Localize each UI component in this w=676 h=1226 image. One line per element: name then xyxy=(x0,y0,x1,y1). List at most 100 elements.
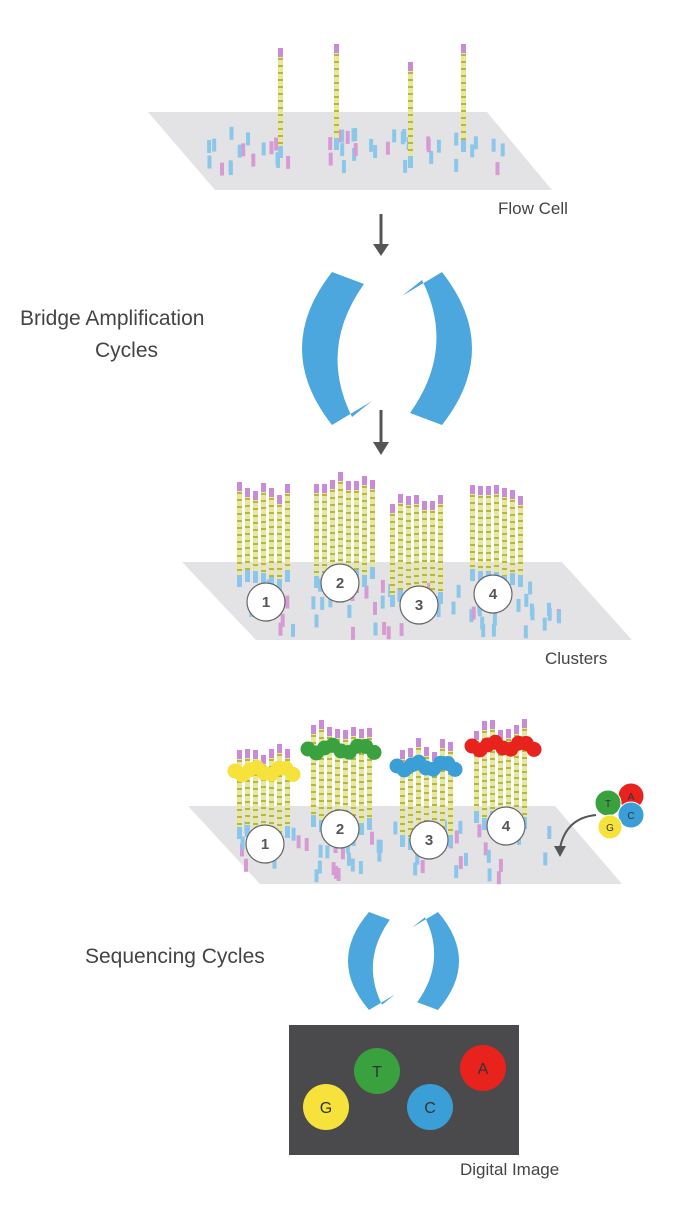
strand-cap xyxy=(406,496,411,505)
strand-base xyxy=(398,525,403,527)
strand-base xyxy=(334,124,339,126)
strand-base xyxy=(510,507,515,509)
strand-base xyxy=(438,589,443,591)
strand-base xyxy=(354,554,359,556)
surface-probe xyxy=(542,617,547,631)
strand-base xyxy=(422,581,427,583)
strand-base xyxy=(278,58,283,60)
strand-base xyxy=(430,581,435,583)
flow-cell-plate xyxy=(148,112,552,190)
bridge-cycle-arrows xyxy=(302,272,472,425)
surface-probe xyxy=(486,849,491,863)
dye-blob xyxy=(464,734,542,758)
strand-base xyxy=(408,142,413,144)
strand-base xyxy=(430,532,435,534)
surface-probe xyxy=(246,132,250,146)
strand-base xyxy=(277,533,282,535)
strand-base xyxy=(482,815,487,817)
strand-body xyxy=(416,738,421,841)
dye-blob xyxy=(300,737,382,761)
strand-anchor xyxy=(285,570,290,582)
strand-base xyxy=(430,588,435,590)
dna-strand xyxy=(518,496,523,587)
dye-dot xyxy=(526,741,542,757)
strand-base xyxy=(416,804,421,806)
strand-base xyxy=(502,561,507,563)
strand-base xyxy=(319,807,324,809)
strand-base xyxy=(335,788,340,790)
strand-base xyxy=(311,770,316,772)
strand-base xyxy=(253,522,258,524)
strand-base xyxy=(398,560,403,562)
strand-base xyxy=(253,557,258,559)
strand-base xyxy=(327,758,332,760)
surface-probe xyxy=(358,861,363,875)
strand-base xyxy=(269,512,274,514)
strand-base xyxy=(354,519,359,521)
surface-probe xyxy=(373,622,378,636)
image-dot-t: T xyxy=(354,1048,400,1094)
strand-base xyxy=(408,779,413,781)
strand-base xyxy=(400,795,405,797)
strand-base xyxy=(470,544,475,546)
strand-base xyxy=(414,526,419,528)
strand-base xyxy=(362,556,367,558)
strand-anchor xyxy=(400,835,405,847)
strand-base xyxy=(285,822,290,824)
strand-base xyxy=(245,526,250,528)
sequencing-cycles-label: Sequencing Cycles xyxy=(85,945,265,968)
surface-probe xyxy=(547,607,552,621)
strand-base xyxy=(269,561,274,563)
strand-base xyxy=(440,812,445,814)
strand-base xyxy=(482,794,487,796)
strand-base xyxy=(338,489,343,491)
strand-base xyxy=(253,809,258,811)
strand-base xyxy=(346,512,351,514)
strand-base xyxy=(277,803,282,805)
strand-base xyxy=(432,811,437,813)
strand-cap xyxy=(470,485,475,494)
dna-strand xyxy=(470,485,475,581)
surface-probe xyxy=(399,623,404,637)
surface-probe xyxy=(413,862,418,876)
strand-base xyxy=(408,814,413,816)
dna-strand xyxy=(311,725,316,827)
surface-probe xyxy=(523,625,528,639)
strand-base xyxy=(461,68,466,70)
strand-base xyxy=(390,528,395,530)
surface-probe xyxy=(347,604,352,618)
strand-base xyxy=(506,781,511,783)
strand-base xyxy=(330,497,335,499)
strand-base xyxy=(490,779,495,781)
strand-base xyxy=(269,787,274,789)
strand-base xyxy=(277,540,282,542)
dye-dot xyxy=(285,766,301,782)
strand-base xyxy=(237,520,242,522)
strand-base xyxy=(362,528,367,530)
strand-body xyxy=(245,749,250,837)
strand-cap xyxy=(518,496,523,505)
dna-strand xyxy=(522,719,527,829)
strand-base xyxy=(430,525,435,527)
strand-cap xyxy=(424,747,429,756)
strand-base xyxy=(359,809,364,811)
strand-base xyxy=(440,791,445,793)
strand-base xyxy=(278,107,283,109)
strand-base xyxy=(390,521,395,523)
strand-base xyxy=(390,584,395,586)
strand-base xyxy=(490,751,495,753)
strand-base xyxy=(390,577,395,579)
strand-base xyxy=(359,774,364,776)
strand-base xyxy=(370,546,375,548)
strand-body xyxy=(438,495,443,604)
image-dot-a: A xyxy=(460,1045,506,1091)
strand-cap xyxy=(343,730,348,739)
strand-base xyxy=(346,533,351,535)
strand-base xyxy=(237,781,242,783)
strand-base xyxy=(494,516,499,518)
strand-base xyxy=(330,511,335,513)
dna-strand xyxy=(408,62,413,168)
strand-base xyxy=(432,783,437,785)
strand-cap xyxy=(269,749,274,758)
